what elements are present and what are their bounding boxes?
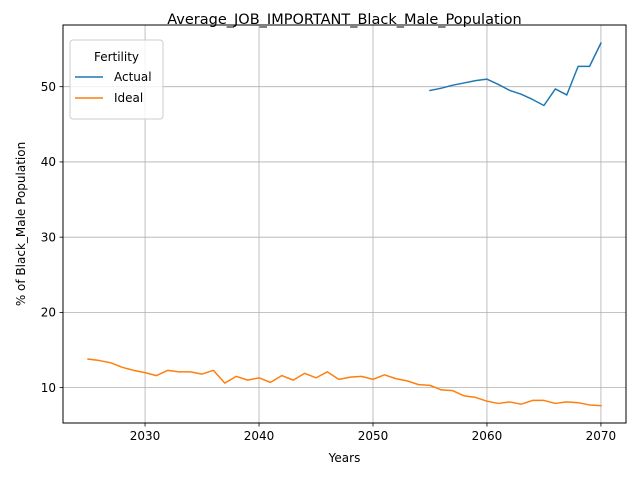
legend-label-actual: Actual — [114, 70, 152, 84]
legend-label-ideal: Ideal — [114, 91, 143, 105]
series-line-ideal — [87, 358, 602, 407]
axes-frame — [62, 24, 627, 424]
x-tick-label: 2030 — [130, 429, 161, 443]
x-axis-label: Years — [328, 451, 361, 465]
x-axis-ticks: 2030 2040 2050 2060 2070 — [130, 423, 616, 443]
chart-title: Average_JOB_IMPORTANT_Black_Male_Populat… — [167, 12, 522, 28]
y-tick-label: 30 — [41, 230, 56, 244]
grid-lines — [63, 25, 626, 423]
x-tick-label: 2070 — [586, 429, 617, 443]
y-tick-label: 10 — [41, 381, 56, 395]
legend-title: Fertility — [94, 50, 139, 64]
legend: Fertility Actual Ideal — [69, 39, 164, 120]
y-tick-label: 50 — [41, 80, 56, 94]
series-line-actual — [429, 42, 602, 107]
y-axis-label: % of Black_Male Population — [14, 142, 28, 306]
y-axis-ticks: 10 20 30 40 50 — [41, 80, 63, 395]
y-tick-label: 20 — [41, 306, 56, 320]
x-tick-label: 2060 — [472, 429, 503, 443]
x-tick-label: 2050 — [358, 429, 389, 443]
y-tick-label: 40 — [41, 155, 56, 169]
series-layer — [87, 42, 602, 407]
x-tick-label: 2040 — [244, 429, 275, 443]
legend-box — [69, 39, 164, 120]
